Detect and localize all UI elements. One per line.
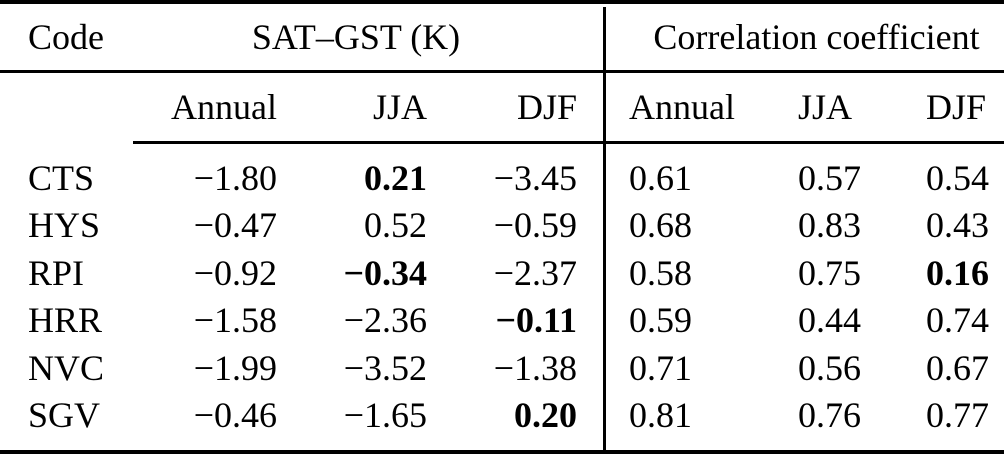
subheader-corr-annual: Annual	[629, 87, 735, 127]
cell-sat-djf: −3.45	[493, 157, 577, 198]
cell-sat-djf: 0.20	[514, 395, 577, 436]
cell-corr-djf: 0.16	[926, 252, 989, 293]
subheader-corr-djf: DJF	[926, 87, 987, 127]
cell-sat-annual: −1.58	[193, 300, 277, 341]
sat-gst-group-header: SAT–GST (K)	[251, 17, 461, 57]
cell-corr-jja: 0.83	[798, 205, 861, 246]
row-code: HRR	[28, 300, 103, 341]
cell-sat-jja: −1.65	[343, 395, 427, 436]
table-body: CTS −1.80 0.21 −3.45 0.61 0.57 0.54 HYS …	[0, 154, 1004, 439]
subheader-rule	[133, 141, 1004, 144]
cell-corr-jja: 0.56	[798, 347, 861, 388]
table-row: CTS −1.80 0.21 −3.45 0.61 0.57 0.54	[0, 154, 1004, 202]
code-column-header: Code	[28, 17, 104, 57]
top-rule	[0, 0, 1004, 4]
subheader-row: Annual JJA DJF Annual JJA DJF	[0, 73, 1004, 141]
cell-sat-annual: −0.46	[193, 395, 277, 436]
cell-sat-jja: −3.52	[343, 347, 427, 388]
cell-corr-djf: 0.67	[926, 347, 989, 388]
row-code: HYS	[28, 205, 101, 246]
cell-corr-annual: 0.61	[629, 157, 692, 198]
cell-sat-annual: −1.99	[193, 347, 277, 388]
cell-sat-jja: 0.21	[364, 157, 427, 198]
row-code: NVC	[28, 347, 105, 388]
cell-corr-djf: 0.43	[926, 205, 989, 246]
cell-corr-jja: 0.57	[798, 157, 861, 198]
subheader-corr-jja: JJA	[798, 87, 853, 127]
table-row: HRR −1.58 −2.36 −0.11 0.59 0.44 0.74	[0, 297, 1004, 345]
row-code: RPI	[28, 252, 85, 293]
table-row: NVC −1.99 −3.52 −1.38 0.71 0.56 0.67	[0, 344, 1004, 392]
table-row: HYS −0.47 0.52 −0.59 0.68 0.83 0.43	[0, 202, 1004, 250]
cell-corr-annual: 0.71	[629, 347, 692, 388]
cell-sat-djf: −2.37	[493, 252, 577, 293]
cell-sat-djf: −1.38	[493, 347, 577, 388]
cell-sat-annual: −0.92	[193, 252, 277, 293]
subheader-sat-djf: DJF	[516, 87, 577, 127]
cell-sat-jja: −2.36	[343, 300, 427, 341]
cell-sat-jja: 0.52	[364, 205, 427, 246]
cell-corr-djf: 0.54	[926, 157, 989, 198]
row-code: SGV	[28, 395, 101, 436]
cell-corr-djf: 0.77	[926, 395, 989, 436]
cell-corr-annual: 0.68	[629, 205, 692, 246]
cell-sat-jja: −0.34	[343, 252, 427, 293]
table-row: RPI −0.92 −0.34 −2.37 0.58 0.75 0.16	[0, 249, 1004, 297]
group-header-row: Code SAT–GST (K) Correlation coefficient	[0, 4, 1004, 70]
subheader-sat-jja: JJA	[372, 87, 427, 127]
row-code: CTS	[28, 157, 95, 198]
header-rule	[0, 70, 1004, 73]
cell-corr-djf: 0.74	[926, 300, 989, 341]
correlation-group-header: Correlation coefficient	[653, 17, 980, 57]
subheader-sat-annual: Annual	[171, 87, 277, 127]
cell-corr-annual: 0.81	[629, 395, 692, 436]
cell-corr-jja: 0.76	[798, 395, 861, 436]
bottom-rule	[0, 450, 1004, 454]
cell-sat-djf: −0.59	[493, 205, 577, 246]
cell-corr-annual: 0.58	[629, 252, 692, 293]
cell-sat-annual: −0.47	[193, 205, 277, 246]
cell-corr-jja: 0.44	[798, 300, 861, 341]
cell-sat-annual: −1.80	[193, 157, 277, 198]
cell-corr-jja: 0.75	[798, 252, 861, 293]
cell-sat-djf: −0.11	[495, 300, 577, 341]
cell-corr-annual: 0.59	[629, 300, 692, 341]
section-divider	[603, 7, 606, 450]
table-row: SGV −0.46 −1.65 0.20 0.81 0.76 0.77	[0, 392, 1004, 440]
